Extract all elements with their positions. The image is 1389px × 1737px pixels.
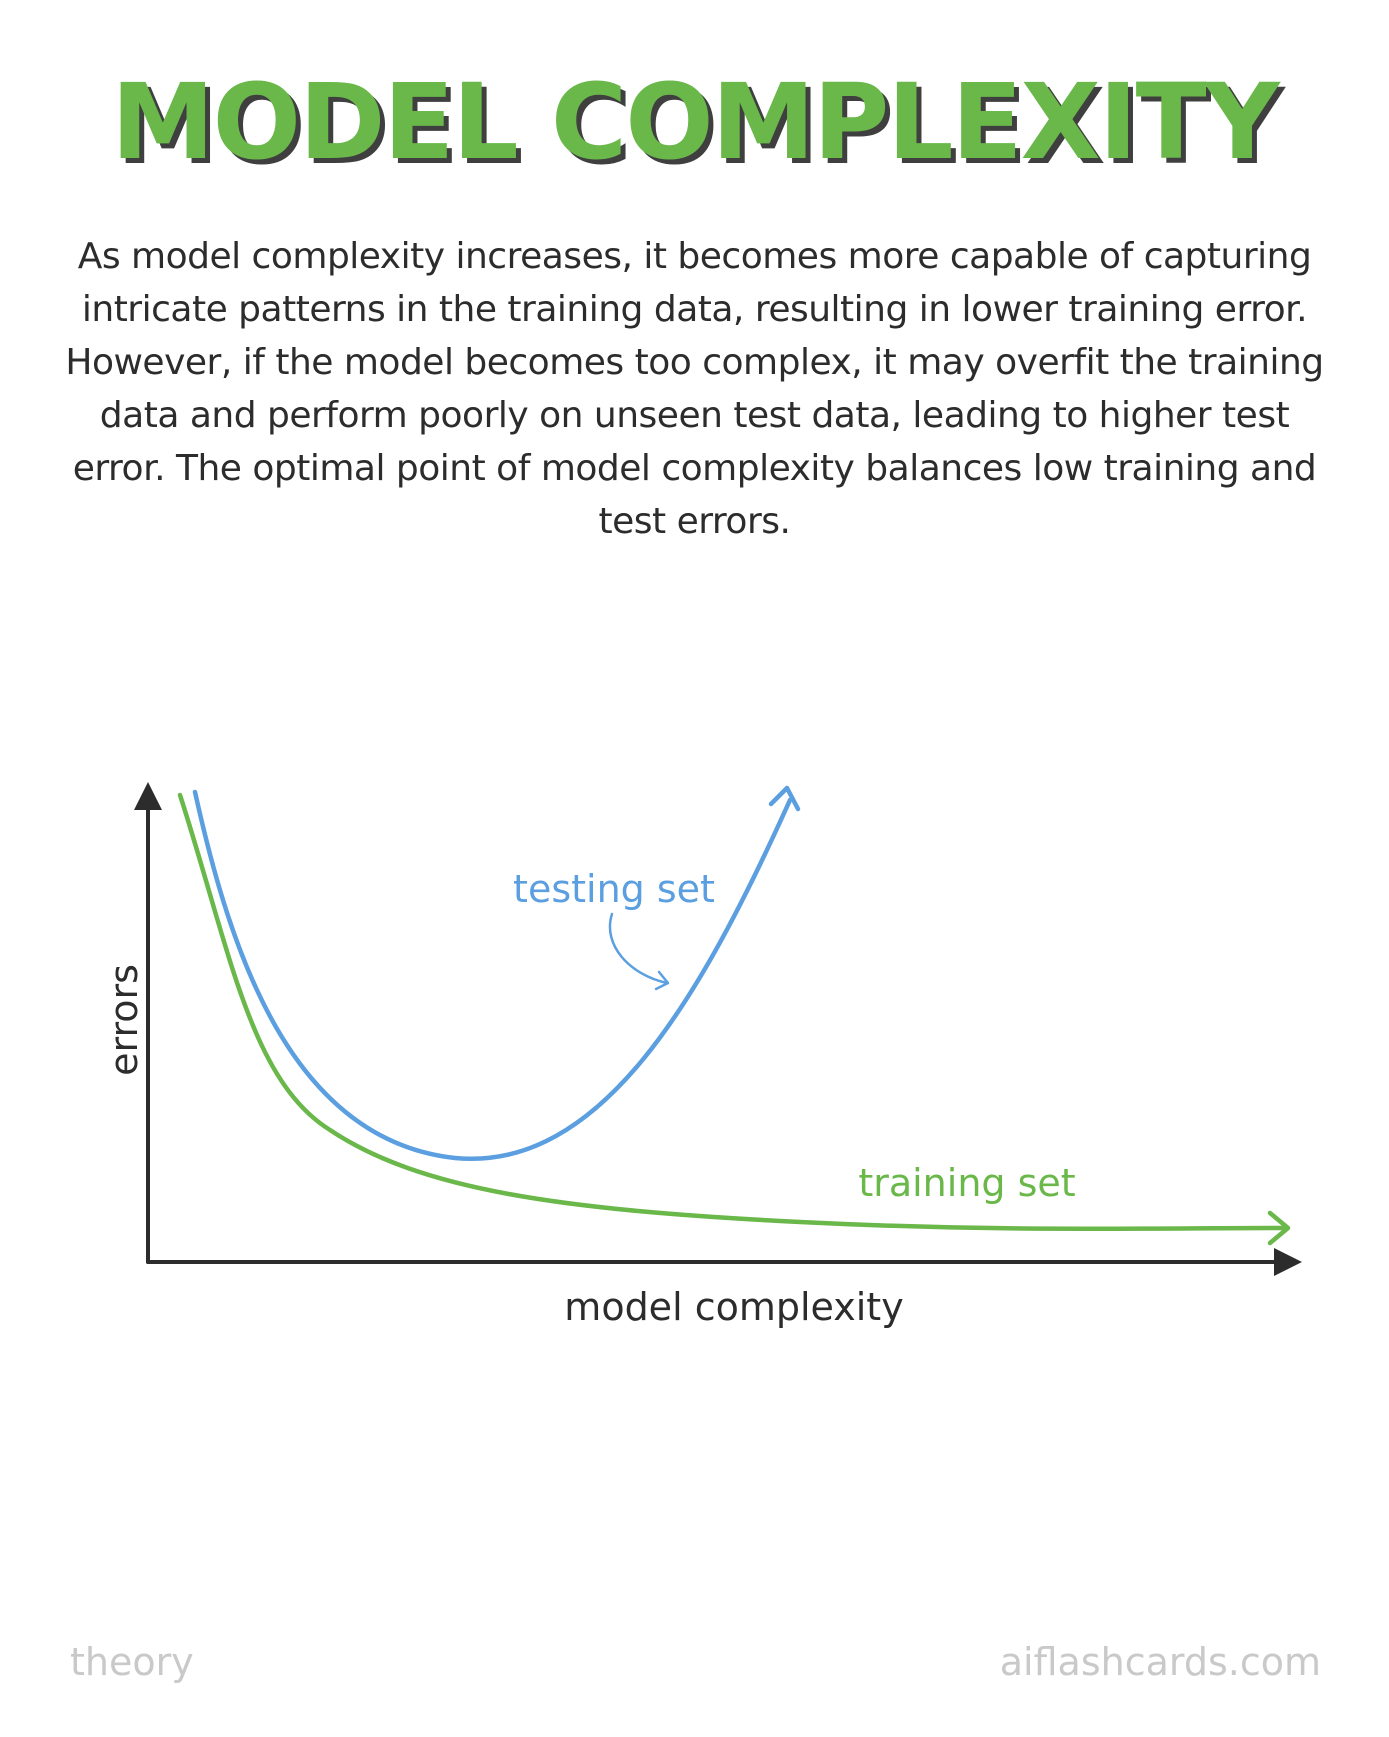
testing-label-pointer-head xyxy=(654,970,670,991)
x-axis-arrowhead xyxy=(1274,1248,1302,1276)
page-title: MODEL COMPLEXITY xyxy=(111,61,1280,183)
y-axis-label: errors xyxy=(102,964,146,1076)
testing-curve xyxy=(192,789,793,1162)
training-curve xyxy=(177,792,1288,1232)
y-axis-arrowhead xyxy=(134,782,162,810)
description-text: As model complexity increases, it become… xyxy=(65,236,1324,542)
footer-category: theory xyxy=(70,1640,194,1684)
testing-arrowhead xyxy=(768,785,801,812)
training-set-label: training set xyxy=(858,1161,1075,1205)
training-arrowhead xyxy=(1267,1210,1291,1246)
axes xyxy=(134,782,1302,1276)
testing-label-pointer xyxy=(608,912,669,985)
x-axis-label: model complexity xyxy=(564,1285,903,1329)
footer-site: aiflashcards.com xyxy=(999,1640,1321,1684)
testing-set-label: testing set xyxy=(513,867,715,911)
